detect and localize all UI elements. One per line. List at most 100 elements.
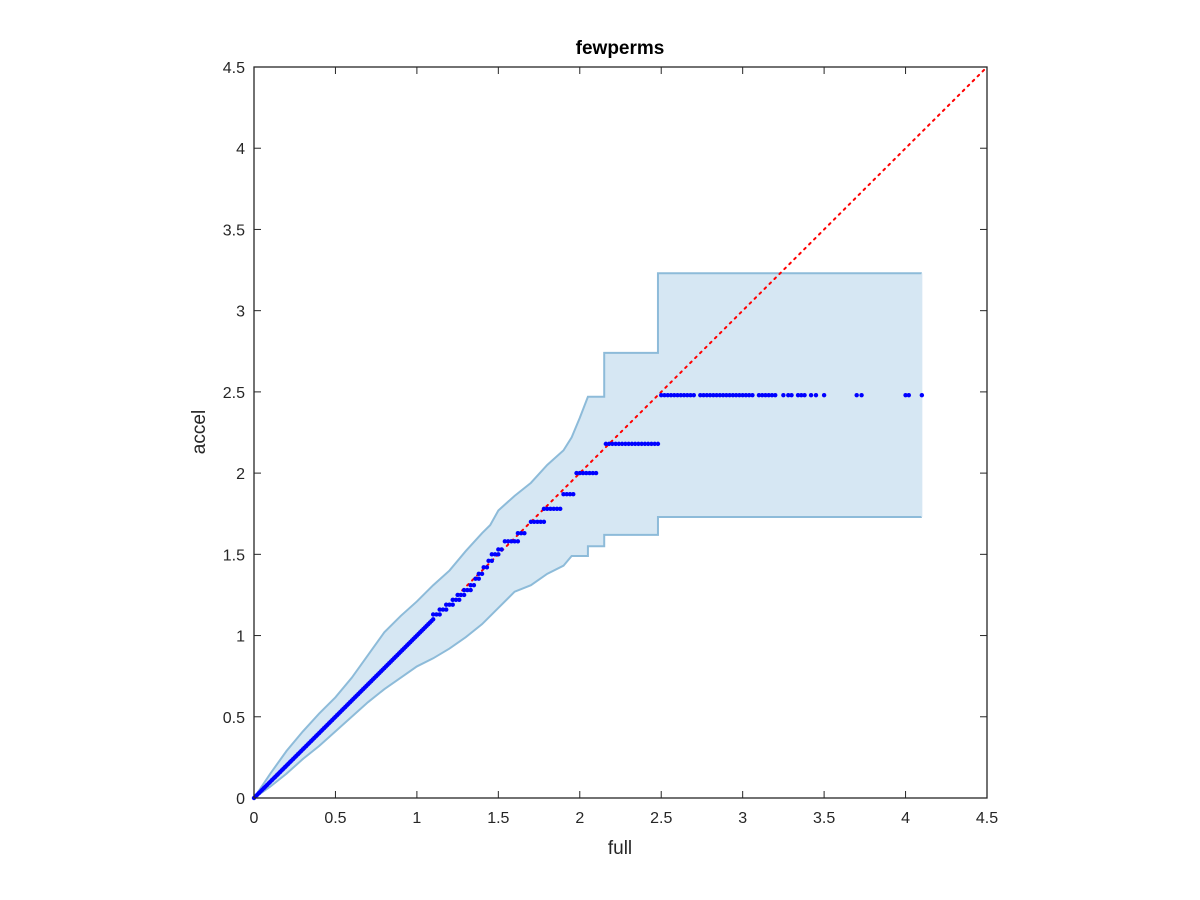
- x-tick-label: 0.5: [324, 810, 346, 827]
- data-point: [481, 565, 486, 570]
- data-point: [678, 392, 683, 398]
- data-point: [564, 492, 569, 497]
- data-point: [756, 392, 762, 398]
- data-point: [551, 506, 556, 512]
- x-tick-label: 0: [250, 810, 259, 827]
- x-tick-label: 3.5: [813, 810, 835, 827]
- data-point: [461, 592, 467, 598]
- data-point: [919, 392, 925, 398]
- data-point: [541, 519, 547, 525]
- data-point: [704, 392, 710, 398]
- data-point: [707, 392, 713, 398]
- y-tick-label: 3.5: [223, 222, 245, 239]
- data-point: [668, 392, 674, 398]
- data-point: [461, 587, 467, 593]
- data-point: [854, 392, 859, 398]
- x-tick-label: 2.5: [650, 810, 672, 827]
- identity-reference-line: [253, 66, 988, 799]
- data-point: [444, 607, 449, 612]
- data-point: [548, 506, 553, 512]
- data-point: [531, 519, 537, 525]
- data-point: [479, 571, 485, 577]
- y-axis-ticks: 0 0.5 1 1.5 2 2.5 3 3.5 4 4.5: [223, 60, 987, 808]
- data-point: [473, 576, 478, 581]
- data-point: [486, 558, 491, 564]
- data-point: [698, 392, 703, 398]
- data-point: [685, 392, 690, 398]
- data-point: [906, 392, 912, 398]
- data-point: [655, 441, 661, 447]
- data-point: [492, 552, 498, 557]
- data-point: [903, 392, 908, 398]
- data-point: [740, 392, 745, 398]
- data-point: [786, 392, 791, 398]
- data-point: [701, 392, 706, 398]
- data-point: [512, 539, 517, 544]
- data-point: [558, 506, 563, 512]
- chart-title: fewperms: [576, 38, 665, 59]
- reference-line: [253, 66, 988, 799]
- data-point: [545, 506, 550, 512]
- data-point: [688, 392, 693, 398]
- data-point: [535, 519, 540, 525]
- data-point: [773, 392, 778, 398]
- band-fill: [254, 273, 922, 798]
- data-point: [577, 470, 582, 476]
- data-point: [781, 392, 786, 398]
- data-point: [769, 392, 775, 398]
- data-point: [434, 612, 439, 617]
- y-tick-label: 2: [236, 466, 245, 483]
- data-point: [484, 565, 490, 570]
- x-tick-label: 1.5: [487, 810, 509, 827]
- data-point: [629, 441, 635, 447]
- data-point: [468, 582, 473, 588]
- data-point: [632, 441, 638, 447]
- data-point: [518, 531, 524, 536]
- data-point: [465, 587, 470, 593]
- y-axis-label: accel: [189, 410, 210, 454]
- data-point: [789, 392, 794, 398]
- data-point: [561, 492, 566, 497]
- y-tick-label: 4: [236, 141, 245, 158]
- data-point: [659, 392, 664, 398]
- data-point: [645, 441, 651, 447]
- data-point: [496, 552, 501, 557]
- data-point: [760, 392, 765, 398]
- data-point: [672, 392, 677, 398]
- data-point: [636, 441, 641, 447]
- data-point: [468, 587, 473, 593]
- data-point: [590, 470, 596, 476]
- data-point: [681, 392, 687, 398]
- data-point: [821, 392, 827, 398]
- data-point: [502, 539, 508, 544]
- data-point: [766, 392, 771, 398]
- data-point: [799, 392, 804, 398]
- data-point: [450, 602, 455, 607]
- data-point: [489, 558, 495, 564]
- data-point: [580, 470, 586, 476]
- data-point: [496, 547, 501, 552]
- data-point: [593, 470, 599, 476]
- data-point: [541, 506, 547, 512]
- data-point: [606, 441, 612, 447]
- data-point: [750, 392, 755, 398]
- y-tick-label: 1: [236, 629, 245, 646]
- data-point: [730, 392, 736, 398]
- data-point: [437, 607, 442, 612]
- band-upper-edge: [253, 272, 922, 799]
- confidence-band: [253, 272, 923, 799]
- data-point: [808, 392, 814, 398]
- data-point: [528, 519, 534, 525]
- data-point: [717, 392, 723, 398]
- data-point: [737, 392, 742, 398]
- y-tick-label: 3: [236, 304, 245, 321]
- data-point: [724, 392, 729, 398]
- data-point: [453, 597, 459, 603]
- data-point: [727, 392, 732, 398]
- data-point: [763, 392, 768, 398]
- y-tick-label: 4.5: [223, 60, 245, 77]
- data-point: [691, 392, 696, 398]
- data-point: [554, 506, 560, 512]
- data-point: [450, 597, 455, 603]
